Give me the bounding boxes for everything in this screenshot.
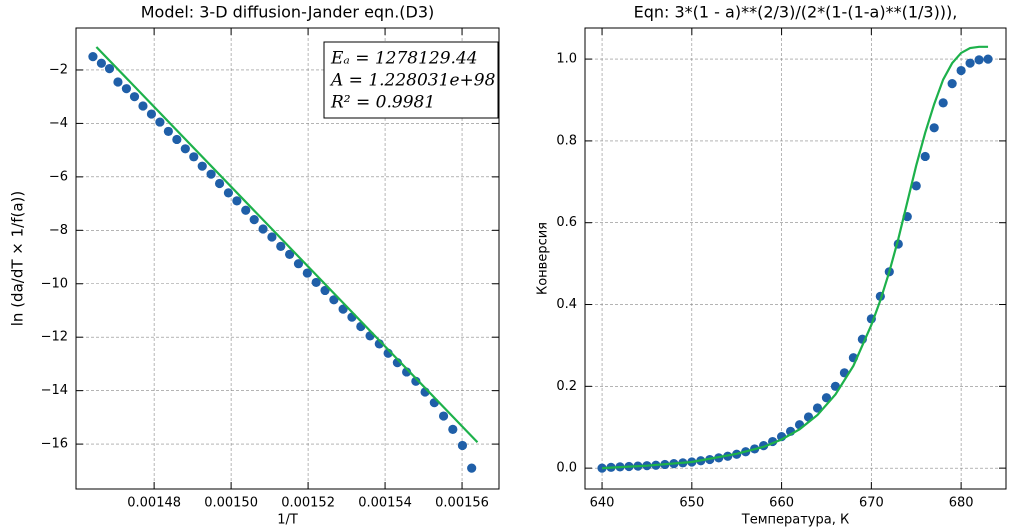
data-point <box>214 178 225 189</box>
data-point <box>974 55 984 65</box>
chart-title: Eqn: 3*(1 - a)**(2/3)/(2*(1-(1-a)**(1/3)… <box>634 3 958 22</box>
y-axis-label: ln (da/dT × 1/f(a)) <box>9 191 27 326</box>
data-point <box>302 268 312 278</box>
data-point <box>113 77 123 87</box>
data-point <box>448 424 458 435</box>
y-tick-label: −10 <box>41 276 68 291</box>
data-point <box>311 277 321 288</box>
y-tick-label: 0.8 <box>556 133 577 148</box>
data-point <box>956 65 966 76</box>
x-tick-label: 650 <box>679 496 704 511</box>
plot-frame <box>75 27 500 490</box>
data-point <box>189 152 199 162</box>
data-point <box>223 188 234 198</box>
y-tick-label: −2 <box>49 62 68 77</box>
y-tick-label: 0.6 <box>556 215 577 230</box>
y-tick-label: 0.2 <box>556 379 577 394</box>
x-tick-label: 0.00150 <box>204 496 258 511</box>
data-point <box>172 134 182 145</box>
plot: 0.00148 0.00150 0.00152 0.00154 0.00156 −16 −1… <box>9 3 500 528</box>
data-point <box>947 79 957 89</box>
x-tick-label: 0.00152 <box>281 496 335 511</box>
x-tick-label: 680 <box>949 496 974 511</box>
annotation-box <box>323 41 499 119</box>
x-tick-label: 0.00156 <box>435 496 489 511</box>
plot: 640 650 660 670 680 0.0 0.2 0.4 0.6 0.8 1.0 Eqn: 3*… <box>536 3 1007 528</box>
data-point <box>285 249 295 259</box>
data-point <box>411 376 421 386</box>
fit-line <box>95 46 479 443</box>
x-tick-label: 660 <box>769 496 794 511</box>
y-tick-label: −12 <box>41 330 68 345</box>
y-tick-label: −4 <box>49 116 68 131</box>
data-point <box>929 123 939 133</box>
y-tick-label: 0.4 <box>556 297 577 312</box>
x-tick-label: 640 <box>590 496 615 511</box>
data-point <box>821 393 832 403</box>
annotation: A = 1.228031e+98 <box>329 71 496 91</box>
data-point <box>467 463 477 473</box>
data-point <box>457 440 468 451</box>
x-axis-label: Температура, К <box>741 513 849 528</box>
y-tick-label: 1.0 <box>556 52 577 67</box>
data-point <box>258 224 268 234</box>
fit-line <box>601 45 989 470</box>
data-point <box>206 169 216 179</box>
data-point <box>438 411 449 421</box>
data-point <box>121 84 132 94</box>
data-point <box>965 58 975 68</box>
annotation: Eₐ = 1278129.44 <box>330 49 478 69</box>
data-point <box>812 403 823 413</box>
annotation: R² = 0.9981 <box>330 93 435 113</box>
data-point <box>320 285 330 296</box>
plot-frame <box>584 27 1007 490</box>
data-point <box>129 92 140 102</box>
y-tick-label: −14 <box>41 383 68 398</box>
data-point <box>241 205 251 215</box>
x-axis-label: 1/T <box>277 513 298 528</box>
y-axis-label: Конверсия <box>536 222 551 295</box>
data-point <box>104 64 115 74</box>
y-tick-label: −8 <box>49 223 68 238</box>
data-point <box>138 101 148 111</box>
data-point <box>232 196 242 206</box>
data-point <box>180 144 190 154</box>
plot-area <box>585 28 1006 489</box>
x-tick-label: 0.00148 <box>127 496 181 511</box>
data-point <box>293 259 304 269</box>
data-point <box>96 58 107 68</box>
y-tick-label: −6 <box>49 169 68 184</box>
data-point <box>911 181 921 191</box>
y-tick-label: 0.0 <box>556 461 577 476</box>
data-point <box>276 241 286 251</box>
data-point <box>267 232 277 242</box>
data-point <box>983 54 993 64</box>
data-point <box>197 161 207 171</box>
data-point <box>938 98 948 108</box>
data-point <box>249 215 259 225</box>
chart-title: Model: 3-D diffusion-Jander eqn.(D3) <box>141 3 435 22</box>
y-tick-label: −16 <box>41 437 68 452</box>
data-point <box>88 51 98 62</box>
data-point <box>920 151 930 162</box>
data-point <box>329 295 339 305</box>
data-point <box>155 117 165 127</box>
data-point <box>146 109 157 119</box>
data-point <box>830 381 841 391</box>
x-tick-label: 670 <box>859 496 884 511</box>
x-tick-label: 0.00154 <box>358 496 412 511</box>
data-point <box>163 126 173 137</box>
